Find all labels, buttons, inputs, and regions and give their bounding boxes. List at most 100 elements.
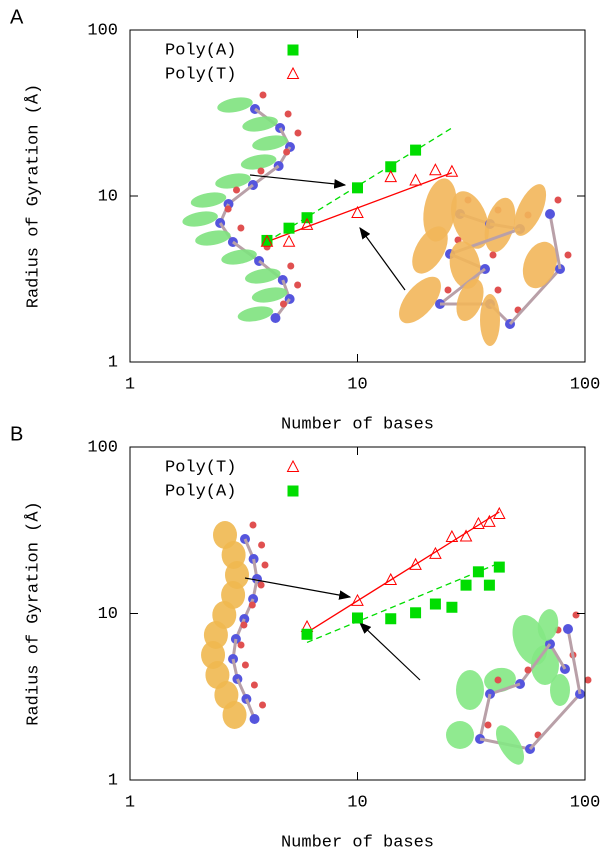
panel: B 1 10 100 1 10 100 Number of bases Radius of Gy… (10, 423, 600, 852)
molecule-base (217, 97, 253, 113)
fit-line (266, 127, 453, 243)
molecule-base (242, 116, 278, 132)
molecule-phosphate (240, 621, 248, 629)
molecule-base (245, 268, 281, 284)
molecule-phosphate (287, 262, 295, 270)
point (282, 234, 296, 247)
point (445, 164, 459, 177)
molecule-phosphate (294, 129, 302, 137)
molecule-bond (489, 682, 521, 696)
point (301, 628, 313, 640)
molecule-base (251, 287, 288, 303)
molecule-phosphate (494, 676, 502, 684)
point (483, 514, 496, 527)
point (492, 506, 506, 519)
x-tick-label: 10 (347, 375, 367, 394)
molecule-base (537, 609, 559, 641)
molecule-base (222, 701, 247, 729)
molecule-phosphate (224, 205, 232, 213)
molecule-illustrations (182, 91, 592, 765)
molecule-bond (252, 164, 280, 187)
molecule-phosphate (257, 581, 265, 589)
point (300, 217, 314, 230)
y-axis-label: Radius of Gyration (Å) (24, 84, 43, 308)
point (409, 557, 422, 570)
fit-line (306, 562, 500, 644)
point (472, 566, 484, 578)
molecule-phosphate (283, 148, 291, 156)
molecule-base (399, 276, 441, 324)
molecule-phosphate (484, 721, 492, 729)
molecule-base (182, 211, 218, 227)
annotation-arrow (249, 174, 347, 189)
molecule-phosphate (489, 251, 497, 259)
point (352, 612, 363, 624)
molecule-base (221, 249, 257, 265)
molecule-bond (478, 693, 492, 740)
molecule-phosphate (284, 110, 292, 118)
molecule-bond (566, 628, 582, 695)
molecule-bead (249, 714, 260, 724)
point (459, 529, 473, 542)
molecule-base (522, 241, 558, 289)
molecule-base (456, 670, 484, 710)
x-tick-label: 10 (347, 793, 367, 812)
molecule-phosphate (249, 521, 257, 529)
point (385, 613, 397, 625)
point (385, 161, 397, 173)
annotation-arrow (359, 227, 406, 291)
point (445, 529, 459, 543)
molecule-phosphate (554, 196, 562, 204)
point (384, 572, 398, 585)
y-axis-label: Radius of Gyration (Å) (24, 501, 43, 725)
molecule-base (446, 721, 474, 749)
molecule-bond (518, 643, 552, 685)
point (446, 601, 458, 613)
molecule-phosphate (237, 224, 245, 232)
point (351, 205, 364, 218)
molecule-phosphate (294, 281, 302, 289)
point (410, 607, 422, 619)
legend-marker (287, 485, 299, 497)
y-tick-label: 1 (108, 771, 118, 790)
point (352, 182, 363, 194)
legend-marker (286, 459, 300, 472)
point (460, 579, 472, 591)
molecule-bead (545, 209, 555, 219)
y-tick-label: 1 (108, 353, 118, 372)
molecule-phosphate (250, 681, 258, 689)
x-tick-label: 1 (125, 375, 135, 394)
molecule-phosphate (241, 661, 249, 669)
molecule-bond (227, 183, 254, 206)
molecule-bond (548, 213, 562, 270)
annotation-arrow (359, 622, 421, 681)
molecule-base (456, 278, 484, 322)
molecule-phosphate (494, 286, 502, 294)
molecule-bond (528, 692, 582, 751)
molecule-phosphate (237, 641, 245, 649)
annotation-arrow (244, 577, 352, 600)
molecule-phosphate (258, 541, 266, 549)
x-tick-label: 100 (570, 375, 601, 394)
molecule-phosphate (584, 676, 592, 684)
molecule-base (190, 192, 227, 208)
molecule-base (195, 230, 231, 246)
molecule-phosphate (572, 611, 580, 619)
molecule-phosphate (564, 251, 572, 259)
molecule-phosphate (259, 701, 267, 709)
legend-marker (287, 44, 299, 56)
molecule-bead (563, 624, 573, 634)
molecule-base (215, 173, 251, 189)
point (283, 222, 295, 234)
point (410, 144, 422, 156)
molecule-base (423, 178, 457, 242)
legend-label: Poly(A) (165, 482, 236, 501)
molecule-phosphate (261, 561, 269, 569)
molecule-base (480, 294, 500, 346)
point (493, 561, 505, 573)
molecule-phosphate (259, 91, 267, 99)
molecule-base (451, 191, 489, 249)
x-tick-label: 1 (125, 793, 135, 812)
x-axis-label: Number of bases (281, 833, 434, 852)
point (429, 163, 442, 176)
